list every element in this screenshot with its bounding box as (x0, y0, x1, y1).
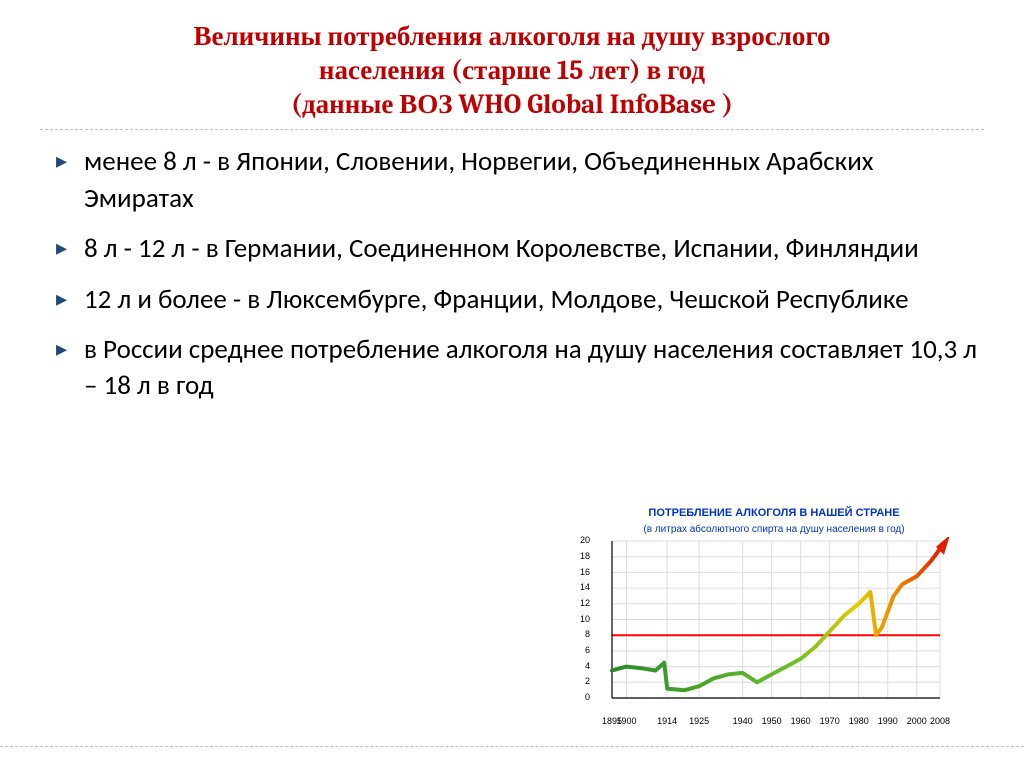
title-line-3: (данные ВОЗ WHO Global InfoBase ) (291, 89, 733, 120)
x-axis-label: 1960 (791, 716, 811, 726)
x-axis-label: 2000 (907, 716, 927, 726)
bullet-text: 8 л - 12 л - в Германии, Соединенном Кор… (84, 232, 919, 265)
y-axis-label: 20 (580, 535, 590, 545)
chart-title: ПОТРЕБЛЕНИЕ АЛКОГОЛЯ В НАШЕЙ СТРАНЕ (584, 507, 964, 520)
x-axis-label: 1940 (733, 716, 753, 726)
list-item: 12 л и более - в Люксембурге, Франции, М… (50, 282, 984, 318)
x-axis-label: 1990 (878, 716, 898, 726)
bullet-text: в России среднее потребление алкоголя на… (84, 333, 977, 402)
y-axis-label: 4 (585, 661, 590, 671)
slide: Величины потребления алкоголя на душу вз… (0, 0, 1024, 767)
y-axis-label: 18 (580, 551, 590, 561)
y-axis-label: 12 (580, 598, 590, 608)
y-axis-label: 0 (585, 692, 590, 702)
y-axis-label: 14 (580, 582, 590, 592)
chart-subtitle: (в литрах абсолютного спирта на душу нас… (584, 524, 964, 535)
chart-container: ПОТРЕБЛЕНИЕ АЛКОГОЛЯ В НАШЕЙ СТРАНЕ (в л… (584, 507, 964, 727)
bullet-text: менее 8 л - в Японии, Словении, Норвегии… (84, 145, 874, 214)
bullet-text: 12 л и более - в Люксембурге, Франции, М… (84, 283, 909, 316)
x-axis-label: 1970 (820, 716, 840, 726)
y-axis-label: 10 (580, 614, 590, 624)
title-divider (40, 129, 984, 130)
x-axis-label: 1900 (616, 716, 636, 726)
bullet-list: менее 8 л - в Японии, Словении, Норвегии… (40, 144, 984, 405)
slide-title: Величины потребления алкоголя на душу вз… (40, 20, 984, 121)
list-item: 8 л - 12 л - в Германии, Соединенном Кор… (50, 231, 984, 267)
title-line-1: Величины потребления алкоголя на душу вз… (193, 21, 830, 52)
list-item: менее 8 л - в Японии, Словении, Норвегии… (50, 144, 984, 217)
x-axis-label: 1914 (657, 716, 677, 726)
x-axis-label: 1950 (762, 716, 782, 726)
y-axis-label: 2 (585, 676, 590, 686)
bottom-divider (0, 746, 1024, 747)
x-axis-label: 1980 (849, 716, 869, 726)
y-axis-label: 8 (585, 629, 590, 639)
y-axis-label: 6 (585, 645, 590, 655)
y-axis-label: 16 (580, 567, 590, 577)
title-line-2: населения (старше 15 лет) в год (319, 55, 705, 86)
list-item: в России среднее потребление алкоголя на… (50, 332, 984, 405)
x-axis-label: 1925 (689, 716, 709, 726)
x-axis-label: 2008 (930, 716, 950, 726)
chart-plot: 0246810121416182018951900191419251940195… (594, 537, 954, 712)
